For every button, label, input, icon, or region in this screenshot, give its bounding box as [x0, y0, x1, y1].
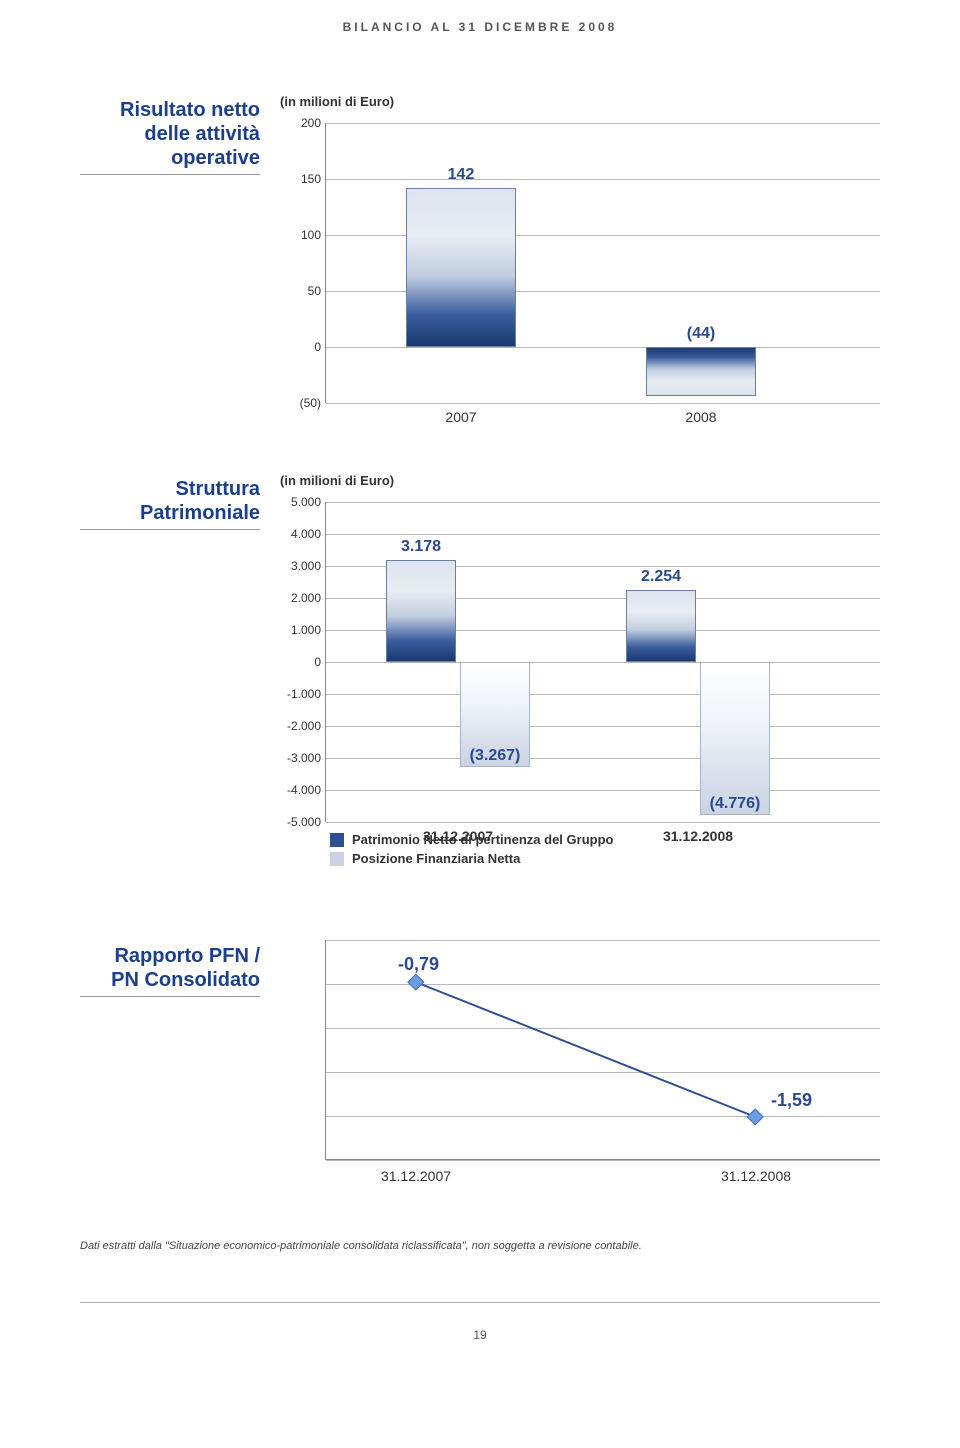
y-tick-label: 150: [281, 172, 321, 186]
chart2-title-l1: Struttura: [176, 478, 260, 500]
bar-patrimonio: [626, 590, 696, 662]
chart2-subtitle: (in milioni di Euro): [280, 473, 880, 488]
y-tick-label: 100: [281, 228, 321, 242]
gridline: [326, 1160, 880, 1161]
gridline: [326, 694, 880, 695]
bar-value-label: (4.776): [710, 795, 761, 813]
legend-label: Posizione Finanziaria Netta: [352, 851, 520, 866]
y-tick-label: 200: [281, 116, 321, 130]
title-underline: [80, 996, 260, 997]
chart1-plot: 200150100500(50)1422007(44)2008: [325, 123, 880, 403]
page-number: 19: [80, 1328, 880, 1342]
chart3-title: Rapporto PFN / PN Consolidato: [80, 944, 260, 992]
y-tick-label: 0: [281, 340, 321, 354]
gridline: [326, 403, 880, 404]
y-tick-label: 50: [281, 284, 321, 298]
gridline: [326, 347, 880, 348]
y-tick-label: -4.000: [281, 783, 321, 797]
chart3-plot: -0,79-1,5931.12.200731.12.2008: [325, 940, 880, 1160]
chart2-plot: 5.0004.0003.0002.0001.0000-1.000-2.000-3…: [325, 502, 880, 822]
y-tick-label: 1.000: [281, 623, 321, 637]
section-struttura-patrimoniale: Struttura Patrimoniale (in milioni di Eu…: [80, 473, 880, 870]
chart1-subtitle: (in milioni di Euro): [280, 94, 880, 109]
chart3-title-l1: Rapporto PFN /: [114, 945, 260, 967]
x-axis-label: 2007: [406, 409, 516, 425]
x-axis-label: 31.12.2007: [386, 828, 530, 844]
x-axis-label: 31.12.2008: [711, 1168, 801, 1184]
section-risultato-netto: Risultato netto delle attività operative…: [80, 94, 880, 403]
gridline: [326, 179, 880, 180]
y-tick-label: 3.000: [281, 559, 321, 573]
bar-value-label: (44): [687, 325, 715, 343]
gridline: [326, 822, 880, 823]
bar: [406, 188, 516, 347]
x-axis-label: 31.12.2007: [371, 1168, 461, 1184]
chart1-title-l2: delle attività: [144, 123, 260, 145]
page-header: BILANCIO AL 31 DICEMBRE 2008: [80, 20, 880, 34]
footnote: Dati estratti dalla "Situazione economic…: [80, 1230, 880, 1252]
line-value-label: -0,79: [398, 954, 439, 975]
title-underline: [80, 174, 260, 175]
y-tick-label: 2.000: [281, 591, 321, 605]
gridline: [326, 726, 880, 727]
section-rapporto-pfn: Rapporto PFN / PN Consolidato -0,79 -1,59…: [80, 940, 880, 1160]
y-tick-label: -1.000: [281, 687, 321, 701]
bar-value-label: (3.267): [470, 747, 521, 765]
bar-value-label: 2.254: [641, 568, 681, 586]
gridline: [326, 662, 880, 663]
legend-swatch: [330, 852, 344, 866]
chart3-title-l2: PN Consolidato: [111, 969, 260, 991]
gridline: [326, 502, 880, 503]
gridline: [326, 758, 880, 759]
y-tick-label: -3.000: [281, 751, 321, 765]
gridline: [326, 534, 880, 535]
bar-value-label: 3.178: [401, 538, 441, 556]
y-tick-label: -5.000: [281, 815, 321, 829]
y-tick-label: 0: [281, 655, 321, 669]
chart2-title-l2: Patrimoniale: [140, 502, 260, 524]
line-value-label: -1,59: [771, 1090, 812, 1111]
chart1-title: Risultato netto delle attività operative: [80, 98, 260, 170]
bar-patrimonio: [386, 560, 456, 662]
y-tick-label: (50): [281, 396, 321, 410]
y-tick-label: -2.000: [281, 719, 321, 733]
chart2-legend: Patrimonio Netto di pertinenza del Grupp…: [280, 832, 880, 866]
title-underline: [80, 529, 260, 530]
bar-posizione: [700, 662, 770, 815]
footer-line: [80, 1302, 880, 1303]
y-tick-label: 4.000: [281, 527, 321, 541]
chart1-title-l3: operative: [171, 147, 260, 169]
y-tick-label: 5.000: [281, 495, 321, 509]
bar: [646, 347, 756, 396]
bar-value-label: 142: [448, 166, 475, 184]
legend-swatch: [330, 833, 344, 847]
gridline: [326, 123, 880, 124]
x-axis-label: 31.12.2008: [626, 828, 770, 844]
chart2-title: Struttura Patrimoniale: [80, 477, 260, 525]
legend-item-posizione: Posizione Finanziaria Netta: [330, 851, 880, 866]
gridline: [326, 790, 880, 791]
x-axis-label: 2008: [646, 409, 756, 425]
chart1-title-l1: Risultato netto: [120, 99, 260, 121]
